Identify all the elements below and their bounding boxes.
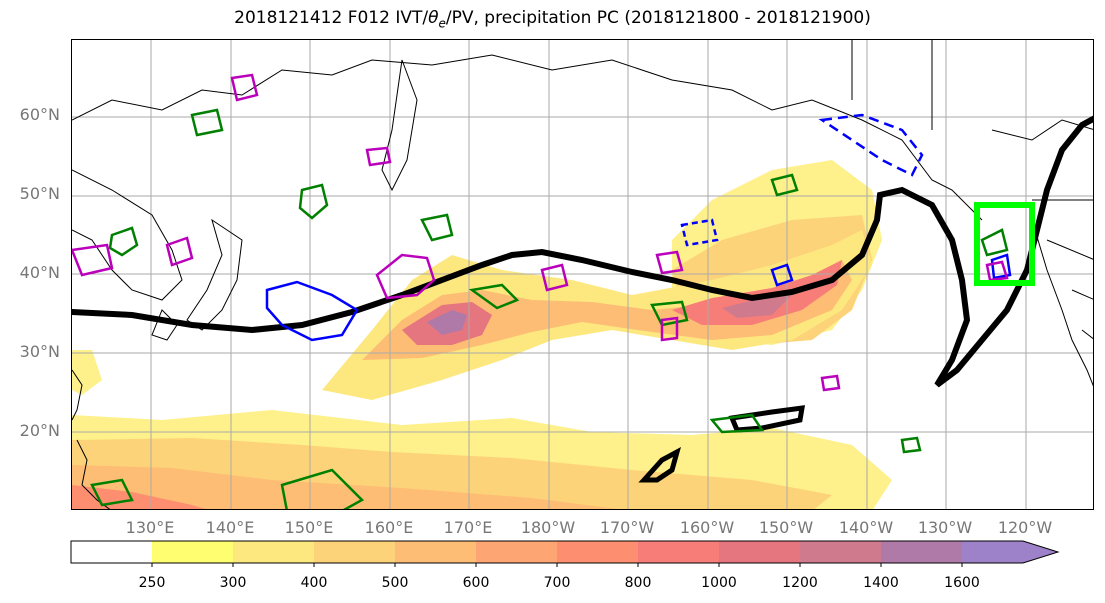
lat-label-20n: 20°N xyxy=(19,421,60,440)
colorbar-segment xyxy=(800,541,881,563)
region-highlight-box xyxy=(974,202,1035,286)
lon-label-140w: 140°W xyxy=(838,518,894,537)
lon-label-170e: 170°E xyxy=(443,518,493,537)
colorbar-segment xyxy=(638,541,719,563)
lon-label-140e: 140°E xyxy=(205,518,255,537)
lon-label-130e: 130°E xyxy=(125,518,175,537)
lon-label-180w: 180°W xyxy=(520,518,576,537)
colorbar-tick-label: 300 xyxy=(219,575,247,591)
colorbar-tick-label: 1400 xyxy=(863,575,899,591)
lat-label-30n: 30°N xyxy=(19,342,60,361)
colorbar-segment xyxy=(476,541,557,563)
lat-label-50n: 50°N xyxy=(19,184,60,203)
theta-contours xyxy=(72,73,1009,392)
colorbar-tick-label: 250 xyxy=(138,575,166,591)
colorbar-tick-label: 700 xyxy=(543,575,571,591)
colorbar-tick-label: 1600 xyxy=(944,575,980,591)
colorbar-segment xyxy=(71,541,152,563)
graticule xyxy=(72,40,1093,509)
colorbar-tick-label: 400 xyxy=(300,575,328,591)
lon-label-130w: 130°W xyxy=(917,518,973,537)
colorbar-segment xyxy=(395,541,476,563)
colorbar-segment xyxy=(152,541,233,563)
colorbar-tick-label: 800 xyxy=(624,575,652,591)
lon-label-150w: 150°W xyxy=(758,518,814,537)
colorbar-outline xyxy=(70,540,1060,564)
colorbar-segment xyxy=(962,541,1058,563)
lon-label-160w: 160°W xyxy=(679,518,735,537)
lat-label-60n: 60°N xyxy=(19,105,60,124)
colorbar-segment xyxy=(233,541,314,563)
colorbar-segment xyxy=(314,541,395,563)
ivt-shading xyxy=(72,160,892,509)
map-canvas xyxy=(72,40,1093,509)
pv-positive-contours xyxy=(90,108,1009,509)
pv-negative-contours xyxy=(265,113,1012,342)
map-panel xyxy=(71,39,1094,510)
coastlines xyxy=(72,40,1093,509)
lat-label-40n: 40°N xyxy=(19,263,60,282)
colorbar-tick-label: 1000 xyxy=(701,575,737,591)
colorbar-segment xyxy=(719,541,800,563)
colorbar-tick-label: 500 xyxy=(381,575,409,591)
lon-label-150e: 150°E xyxy=(284,518,334,537)
colorbar-segment xyxy=(557,541,638,563)
colorbar-segment xyxy=(881,541,962,563)
lon-label-160e: 160°E xyxy=(364,518,414,537)
lon-label-120w: 120°W xyxy=(997,518,1053,537)
colorbar-tick-label: 600 xyxy=(462,575,490,591)
figure-title: 2018121412 F012 IVT/θe/PV, precipitation… xyxy=(234,8,871,31)
colorbar-tick-label: 1200 xyxy=(782,575,818,591)
lon-label-170w: 170°W xyxy=(599,518,655,537)
